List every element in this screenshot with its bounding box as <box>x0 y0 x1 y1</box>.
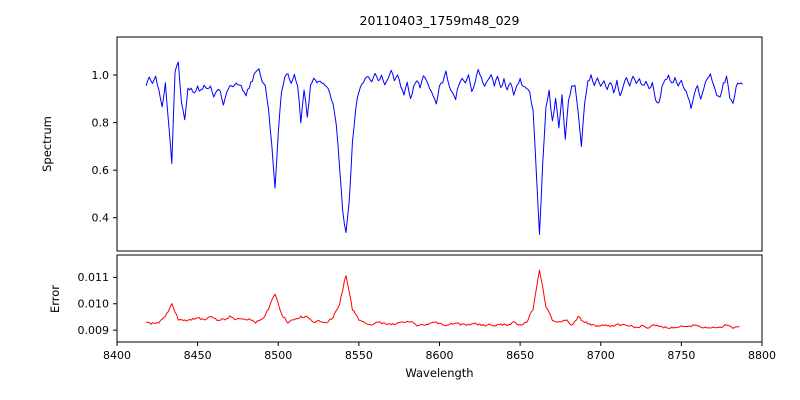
x-tick-label: 8800 <box>748 349 776 362</box>
x-tick-label: 8400 <box>103 349 131 362</box>
chart-title: 20110403_1759m48_029 <box>359 13 520 28</box>
x-tick-label: 8650 <box>506 349 534 362</box>
spectrum-y-tick-label: 1.0 <box>92 69 110 82</box>
x-tick-label: 8700 <box>587 349 615 362</box>
x-tick-label: 8600 <box>426 349 454 362</box>
x-axis-label: Wavelength <box>405 366 474 380</box>
error-y-tick-label: 0.011 <box>78 271 110 284</box>
x-tick-label: 8550 <box>345 349 373 362</box>
error-y-tick-label: 0.010 <box>78 298 110 311</box>
error-y-tick-label: 0.009 <box>78 324 110 337</box>
spectrum-series-line <box>145 61 743 235</box>
spectrum-y-tick-label: 0.8 <box>92 116 110 129</box>
x-tick-label: 8750 <box>667 349 695 362</box>
x-tick-label: 8500 <box>264 349 292 362</box>
spectrum-y-tick-label: 0.6 <box>92 164 110 177</box>
error-series-line <box>146 269 740 329</box>
error-panel-frame <box>116 254 763 343</box>
x-tick-label: 8450 <box>184 349 212 362</box>
spectrum-panel-frame <box>116 36 763 252</box>
spectrum-y-tick-label: 0.4 <box>92 212 110 225</box>
